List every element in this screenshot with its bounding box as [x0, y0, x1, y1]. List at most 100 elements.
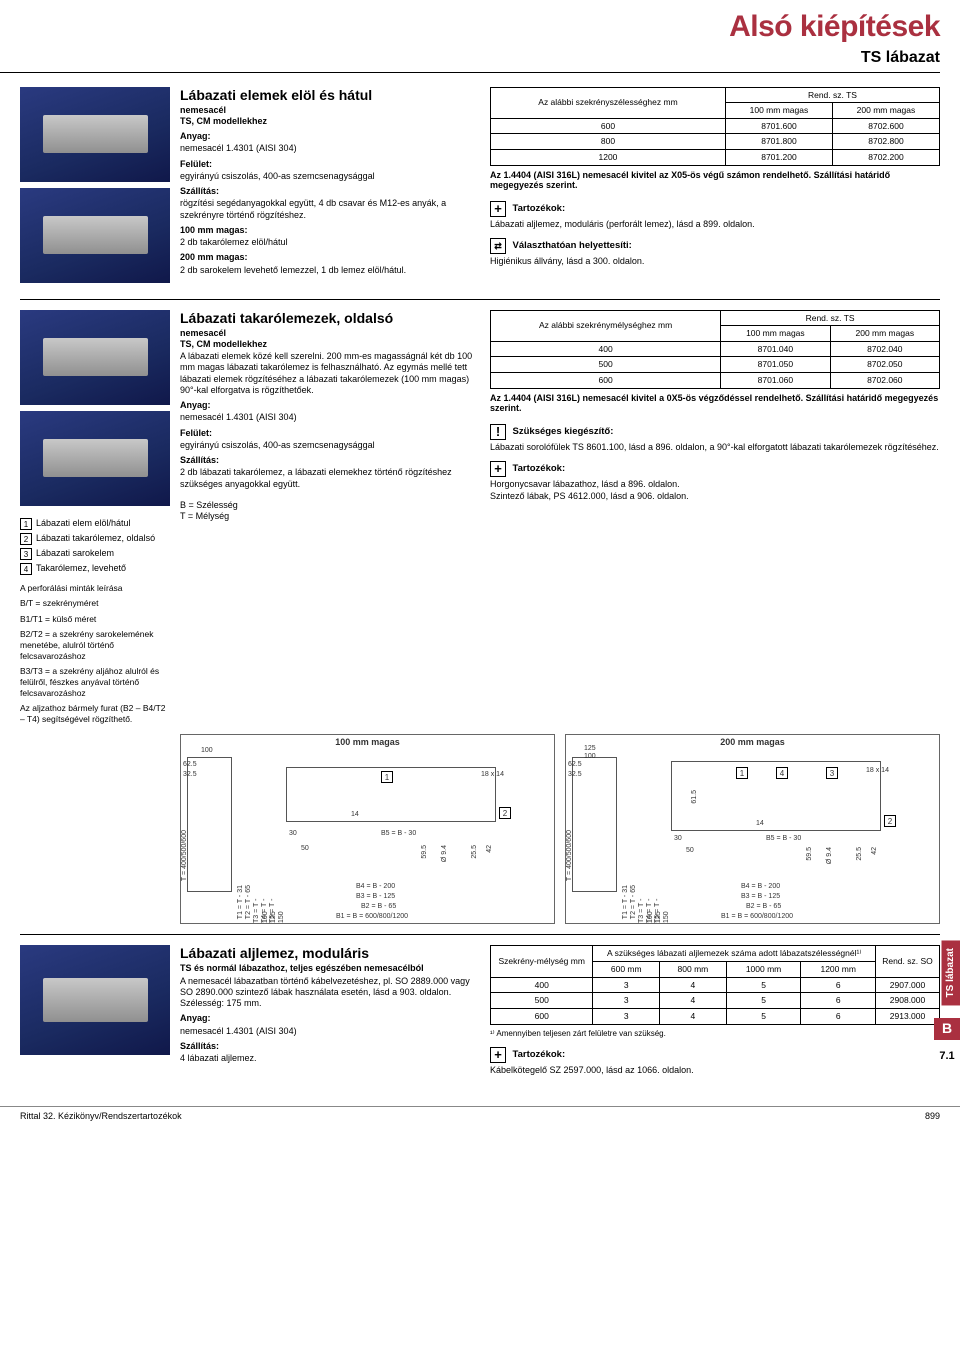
- diagram-100mm: 100 mm magas 100 62.5 32.5 T = 400/500/6…: [180, 734, 555, 924]
- cell: 8701.200: [725, 150, 832, 166]
- exclaim-icon: !: [490, 424, 506, 440]
- label-anyag: Anyag:: [180, 131, 480, 142]
- cell: 500: [491, 357, 721, 373]
- felulet: egyirányú csiszolás, 400-as szemcsenagys…: [180, 440, 480, 451]
- cell: 4: [660, 993, 727, 1009]
- diagrams-row: 100 mm magas 100 62.5 32.5 T = 400/500/6…: [0, 734, 960, 934]
- optional-label: Választhatóan helyettesíti:: [513, 241, 632, 252]
- anyag: nemesacél 1.4301 (AISI 304): [180, 412, 480, 423]
- th-rend: Rend. sz. SO: [876, 946, 940, 977]
- cell: 5: [726, 977, 801, 993]
- legend-text: Lábazati takarólemez, oldalsó: [36, 533, 155, 544]
- numbox-3: 3: [20, 548, 32, 560]
- cell: 4: [660, 1008, 727, 1024]
- plus-icon: +: [490, 201, 506, 217]
- material-line: nemesacél: [180, 105, 480, 116]
- order-table: Az alábbi szekrénymélységhez mm Rend. sz…: [490, 310, 940, 389]
- section-title: Lábazati elemek elöl és hátul: [180, 87, 480, 103]
- label-200mm: 200 mm magas:: [180, 252, 480, 263]
- diag-title: 200 mm magas: [566, 737, 939, 748]
- legend-text: Lábazati elem elöl/hátul: [36, 518, 131, 529]
- image-column: [20, 87, 170, 289]
- sub: TS és normál lábazathoz, teljes egészébe…: [180, 963, 480, 974]
- cell: 1200: [491, 150, 726, 166]
- th-200: 200 mm magas: [830, 326, 939, 342]
- cell: 8702.060: [830, 373, 939, 389]
- required: Lábazati sorolófülek TS 8601.100, lásd a…: [490, 442, 940, 453]
- th-depth: Szekrény-mélység mm: [491, 946, 593, 977]
- side-index: B 7.1: [934, 1018, 960, 1066]
- product-image: [20, 310, 170, 405]
- h100: 2 db takarólemez elöl/hátul: [180, 237, 480, 248]
- cell: 8701.800: [725, 134, 832, 150]
- side-b-letter: B: [934, 1018, 960, 1040]
- th-600: 600 mm: [593, 962, 660, 978]
- accessories-label: Tartozékok:: [513, 203, 566, 214]
- side-tab: TS lábazat: [942, 940, 960, 1005]
- perf-title: A perforálási minták leírása: [20, 583, 170, 594]
- th-200: 200 mm magas: [832, 103, 939, 119]
- anyag: nemesacél 1.4301 (AISI 304): [180, 143, 480, 154]
- cell: 600: [491, 1008, 593, 1024]
- cell: 8702.200: [832, 150, 939, 166]
- cell: 6: [801, 1008, 876, 1024]
- label-anyag: Anyag:: [180, 1013, 480, 1024]
- optional: Higiénikus állvány, lásd a 300. oldalon.: [490, 256, 940, 267]
- required-label: Szükséges kiegészítő:: [513, 426, 614, 437]
- perf-b2t2: B2/T2 = a szekrény sarokelemének menetéb…: [20, 629, 170, 661]
- cell: 8702.800: [832, 134, 939, 150]
- product-image: [20, 945, 170, 1055]
- models-line: TS, CM modellekhez: [180, 116, 480, 127]
- accessories-label: Tartozékok:: [513, 1049, 566, 1060]
- page-subtitle: TS lábazat: [0, 48, 940, 68]
- cell: 3: [593, 993, 660, 1009]
- page-number: 899: [925, 1111, 940, 1122]
- anyag: nemesacél 1.4301 (AISI 304): [180, 1026, 480, 1037]
- label-szallitas: Szállítás:: [180, 455, 480, 466]
- cell: 8702.050: [830, 357, 939, 373]
- cell: 2908.000: [876, 993, 940, 1009]
- section-title: Lábazati aljlemez, moduláris: [180, 945, 480, 961]
- order-table: Szekrény-mélység mm A szükséges lábazati…: [490, 945, 940, 1024]
- numbox-1: 1: [20, 518, 32, 530]
- th-count: A szükséges lábazati aljlemezek száma ad…: [593, 946, 876, 962]
- cell: 600: [491, 118, 726, 134]
- legend-list: 1Lábazati elem elöl/hátul 2Lábazati taka…: [20, 518, 170, 575]
- label-anyag: Anyag:: [180, 400, 480, 411]
- product-image: [20, 411, 170, 506]
- perf-alj: Az aljzathoz bármely furat (B2 – B4/T2 –…: [20, 703, 170, 724]
- label-szallitas: Szállítás:: [180, 1041, 480, 1052]
- accessories: Lábazati aljlemez, moduláris (perforált …: [490, 219, 940, 230]
- label-100mm: 100 mm magas:: [180, 225, 480, 236]
- cell: 600: [491, 373, 721, 389]
- desc: A lábazati elemek közé kell szerelni. 20…: [180, 351, 480, 396]
- cell: 5: [726, 993, 801, 1009]
- cell: 3: [593, 977, 660, 993]
- label-felulet: Felület:: [180, 428, 480, 439]
- label-felulet: Felület:: [180, 159, 480, 170]
- h200: 2 db sarokelem levehető lemezzel, 1 db l…: [180, 265, 480, 276]
- page-footer: Rittal 32. Kézikönyv/Rendszertartozékok …: [0, 1106, 960, 1126]
- section-title: Lábazati takarólemezek, oldalsó: [180, 310, 480, 326]
- th-100: 100 mm magas: [721, 326, 830, 342]
- cell: 6: [801, 993, 876, 1009]
- section-front-rear: Lábazati elemek elöl és hátul nemesacél …: [0, 77, 960, 299]
- th-rend: Rend. sz. TS: [721, 310, 940, 326]
- cell: 8701.040: [721, 341, 830, 357]
- cell: 4: [660, 977, 727, 993]
- note: Az 1.4404 (AISI 316L) nemesacél kivitel …: [490, 170, 940, 192]
- b-sz: B = Szélesség: [180, 500, 238, 510]
- cell: 8701.060: [721, 373, 830, 389]
- szallitas: 4 lábazati aljlemez.: [180, 1053, 480, 1064]
- plus-icon: +: [490, 461, 506, 477]
- cell: 800: [491, 134, 726, 150]
- footnote: ¹⁾ Amennyiben teljesen zárt felületre va…: [490, 1029, 940, 1039]
- accessories: Horgonycsavar lábazathoz, lásd a 896. ol…: [490, 479, 940, 502]
- models-line: TS, CM modellekhez: [180, 339, 480, 350]
- section-side-covers: 1Lábazati elem elöl/hátul 2Lábazati taka…: [0, 300, 960, 735]
- section-baseplate: Lábazati aljlemez, moduláris TS és normá…: [0, 935, 960, 1093]
- felulet: egyirányú csiszolás, 400-as szemcsenagys…: [180, 171, 480, 182]
- page-title: Alsó kiépítések: [0, 8, 940, 46]
- cell: 8702.040: [830, 341, 939, 357]
- cell: 400: [491, 341, 721, 357]
